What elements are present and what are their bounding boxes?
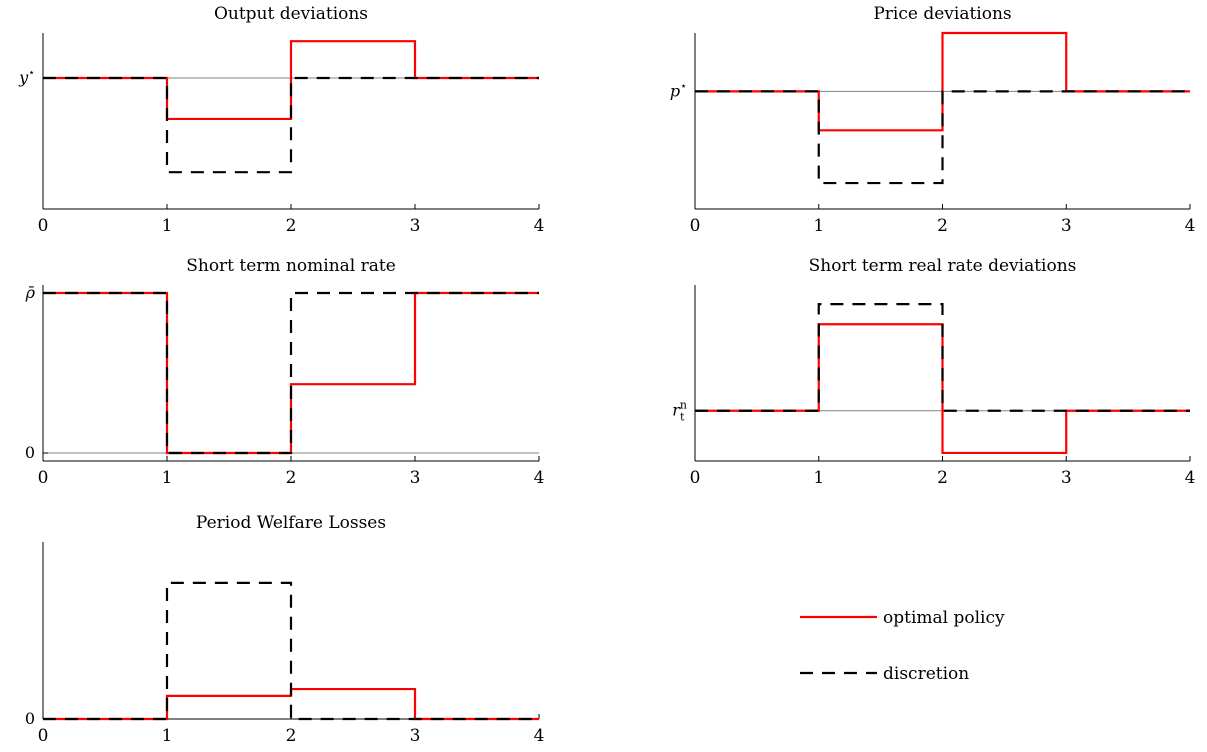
y-tick-label: 0 — [25, 709, 35, 728]
x-tick-label: 2 — [937, 468, 948, 488]
y-tick-label: rn t — [672, 399, 687, 424]
series-line-discretion — [695, 303, 1190, 412]
chart-title: Output deviations — [214, 4, 368, 24]
y-tick-label: 0 — [25, 443, 35, 462]
x-tick-label: 2 — [286, 468, 297, 488]
x-tick-label: 0 — [690, 468, 701, 488]
panel-nominal: Short term nominal rate 0 1 2 3 4 ρ̄ 0 — [25, 256, 545, 488]
x-tick-label: 1 — [813, 468, 824, 488]
panel-price: Price deviations 0 1 2 3 4 p⋆ — [670, 4, 1196, 236]
y-tick-label: y⋆ — [18, 66, 35, 87]
x-tick-label: 2 — [937, 216, 948, 236]
x-tick-label: 0 — [38, 726, 49, 746]
x-tick-label: 2 — [286, 726, 297, 746]
series-line-optimal — [695, 31, 1190, 132]
x-tick-label: 3 — [1061, 468, 1072, 488]
series-line-discretion — [43, 291, 539, 455]
legend-label-discretion: discretion — [883, 664, 969, 684]
panel-welfare: Period Welfare Losses 0 1 2 3 4 0 — [25, 513, 545, 746]
x-tick-label: 0 — [38, 216, 49, 236]
x-tick-label: 1 — [162, 468, 173, 488]
x-tick-label: 1 — [162, 216, 173, 236]
chart-title: Short term real rate deviations — [809, 256, 1077, 276]
x-tick-label: 4 — [1185, 216, 1196, 236]
x-tick-label: 3 — [1061, 216, 1072, 236]
panel-real: Short term real rate deviations 0 1 2 3 4 rn t — [672, 256, 1195, 488]
legend: optimal policy discretion — [800, 608, 1005, 684]
x-tick-label: 4 — [1185, 468, 1196, 488]
series-line-discretion — [695, 90, 1190, 185]
y-tick-label: ρ̄ — [25, 283, 36, 302]
series-line-discretion — [43, 76, 539, 174]
x-tick-label: 0 — [690, 216, 701, 236]
x-tick-label: 3 — [410, 726, 421, 746]
chart-title: Period Welfare Losses — [196, 513, 386, 533]
x-tick-label: 1 — [162, 726, 173, 746]
x-tick-label: 3 — [410, 216, 421, 236]
x-tick-label: 2 — [286, 216, 297, 236]
x-tick-label: 1 — [813, 216, 824, 236]
legend-label-optimal: optimal policy — [883, 608, 1005, 628]
chart-title: Short term nominal rate — [186, 256, 396, 276]
x-tick-label: 3 — [410, 468, 421, 488]
series-line-optimal — [695, 323, 1190, 455]
x-tick-label: 4 — [534, 726, 545, 746]
x-tick-label: 0 — [38, 468, 49, 488]
chart-title: Price deviations — [873, 4, 1011, 24]
panel-output: Output deviations 0 1 2 3 4 y⋆ — [18, 4, 544, 236]
x-tick-label: 4 — [534, 216, 545, 236]
series-line-discretion — [43, 581, 539, 721]
x-tick-label: 4 — [534, 468, 545, 488]
y-tick-label: p⋆ — [670, 79, 687, 100]
series-line-optimal — [43, 40, 539, 121]
